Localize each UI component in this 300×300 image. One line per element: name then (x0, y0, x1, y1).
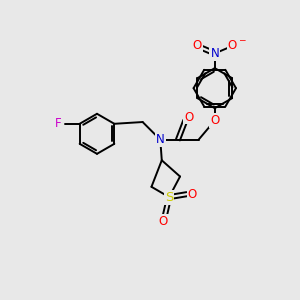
Text: O: O (210, 114, 219, 127)
Text: F: F (55, 117, 62, 130)
Text: O: O (227, 39, 237, 52)
Text: N: N (156, 133, 165, 146)
Text: O: O (193, 39, 202, 52)
Text: N: N (210, 47, 219, 60)
Text: −: − (238, 35, 245, 44)
Text: S: S (165, 190, 173, 204)
Text: O: O (184, 110, 194, 124)
Text: O: O (159, 215, 168, 228)
Text: O: O (188, 188, 197, 201)
